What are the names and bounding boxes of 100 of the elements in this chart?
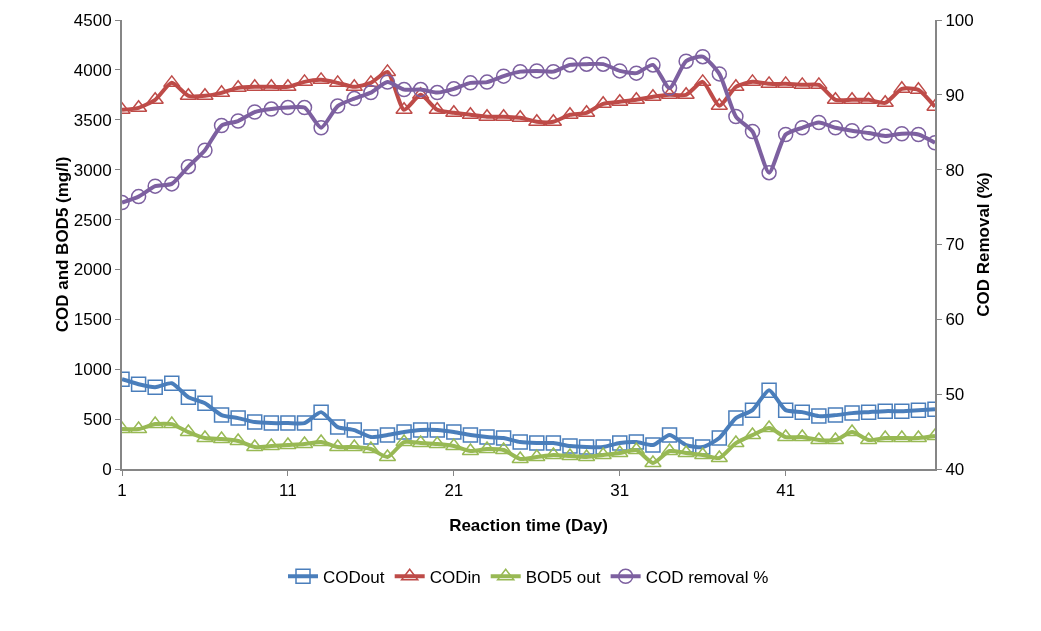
point xyxy=(827,120,844,136)
point xyxy=(196,430,214,443)
y-tick-label: 3000 xyxy=(73,160,112,180)
point xyxy=(495,68,512,84)
point xyxy=(396,424,412,440)
point xyxy=(229,433,247,446)
point xyxy=(877,403,893,419)
point xyxy=(645,437,661,453)
point xyxy=(346,90,363,107)
point xyxy=(312,72,330,85)
point xyxy=(478,441,496,454)
y-tick-label: 4500 xyxy=(73,10,112,30)
point xyxy=(594,96,612,109)
point xyxy=(728,410,744,426)
y-tick-label: 1000 xyxy=(73,360,112,380)
point xyxy=(760,76,778,89)
legend-label: BOD5 out xyxy=(525,567,601,587)
legend-label: CODout xyxy=(323,567,385,587)
point xyxy=(777,402,794,418)
point xyxy=(711,66,728,82)
point xyxy=(478,109,496,122)
point xyxy=(612,63,628,79)
point xyxy=(379,74,396,90)
point xyxy=(644,455,662,468)
point xyxy=(362,75,380,88)
point xyxy=(761,382,777,398)
y-tick-label: 4000 xyxy=(73,60,112,80)
point xyxy=(180,389,197,405)
point xyxy=(395,434,413,447)
x-tick-label: 11 xyxy=(279,481,297,501)
point xyxy=(462,427,479,443)
point xyxy=(263,101,280,117)
y2-axis-title: COD Removal (%) xyxy=(973,172,993,317)
x-tick-label: 41 xyxy=(776,481,796,501)
y-axis-title: COD and BOD5 (mg/l) xyxy=(52,156,72,333)
point xyxy=(147,379,163,395)
point xyxy=(412,422,429,438)
point xyxy=(760,420,778,433)
point xyxy=(843,92,861,105)
point xyxy=(329,419,346,435)
point xyxy=(462,75,479,91)
point xyxy=(329,98,346,114)
point xyxy=(313,120,329,136)
point xyxy=(180,158,197,175)
point xyxy=(263,415,280,431)
point xyxy=(578,56,595,72)
point xyxy=(810,77,828,90)
point xyxy=(744,402,761,418)
point xyxy=(645,57,661,73)
point xyxy=(164,375,180,391)
y-tick-label: 2500 xyxy=(73,210,112,230)
y-tick-label: 2000 xyxy=(73,260,112,280)
point xyxy=(512,63,528,80)
y-tick-label: 3500 xyxy=(73,110,112,130)
x-tick-label: 31 xyxy=(610,481,630,501)
point xyxy=(246,414,263,430)
point xyxy=(562,438,578,454)
y2-tick-label: 90 xyxy=(945,85,965,105)
point xyxy=(495,430,512,446)
point xyxy=(313,404,329,420)
point xyxy=(147,178,163,194)
point xyxy=(395,102,413,115)
point xyxy=(229,80,247,93)
point xyxy=(694,48,711,65)
point xyxy=(910,126,927,143)
point xyxy=(744,123,761,140)
point xyxy=(412,81,429,98)
point xyxy=(595,56,611,72)
x-tick-label: 21 xyxy=(444,481,464,501)
point xyxy=(677,445,695,458)
y2-tick-label: 70 xyxy=(945,235,965,255)
point xyxy=(429,84,445,101)
point xyxy=(844,123,860,139)
point xyxy=(196,88,214,101)
point xyxy=(811,408,827,424)
point xyxy=(827,407,844,423)
point xyxy=(130,188,147,205)
point xyxy=(197,142,213,158)
point xyxy=(529,63,545,79)
y-tick-label: 500 xyxy=(83,410,112,430)
point xyxy=(678,53,694,69)
point xyxy=(711,430,728,446)
point xyxy=(312,434,330,447)
point xyxy=(446,81,462,97)
legend-label: COD removal % xyxy=(645,567,769,587)
point xyxy=(363,84,379,101)
point xyxy=(445,438,463,451)
point xyxy=(728,108,744,125)
point xyxy=(396,81,412,98)
point xyxy=(761,164,777,181)
point xyxy=(910,402,927,418)
point xyxy=(578,439,595,455)
point xyxy=(279,437,297,450)
point xyxy=(446,424,462,440)
point xyxy=(545,435,562,451)
point xyxy=(213,117,230,134)
point xyxy=(130,376,147,392)
point xyxy=(894,126,910,142)
point xyxy=(279,79,297,92)
point xyxy=(811,114,827,131)
